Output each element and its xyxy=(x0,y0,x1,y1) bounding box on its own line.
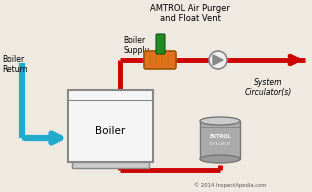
Polygon shape xyxy=(213,55,223,65)
Text: Boiler
Return: Boiler Return xyxy=(2,55,28,74)
FancyBboxPatch shape xyxy=(144,51,176,69)
FancyBboxPatch shape xyxy=(72,162,149,168)
FancyBboxPatch shape xyxy=(156,34,165,54)
Text: Boiler
Supply: Boiler Supply xyxy=(123,36,149,55)
Text: AMTROL Air Purger
and Float Vent: AMTROL Air Purger and Float Vent xyxy=(150,4,230,23)
Ellipse shape xyxy=(200,155,240,163)
Text: Boiler: Boiler xyxy=(95,126,125,136)
Ellipse shape xyxy=(200,117,240,125)
FancyBboxPatch shape xyxy=(68,90,153,162)
Circle shape xyxy=(209,51,227,69)
FancyBboxPatch shape xyxy=(200,121,240,159)
Text: EXTROL: EXTROL xyxy=(209,133,231,138)
Text: System
Circulator(s): System Circulator(s) xyxy=(244,78,292,97)
Text: © 2014 InspectApedia.com: © 2014 InspectApedia.com xyxy=(194,182,266,188)
Text: INSTALLATION: INSTALLATION xyxy=(210,142,231,146)
